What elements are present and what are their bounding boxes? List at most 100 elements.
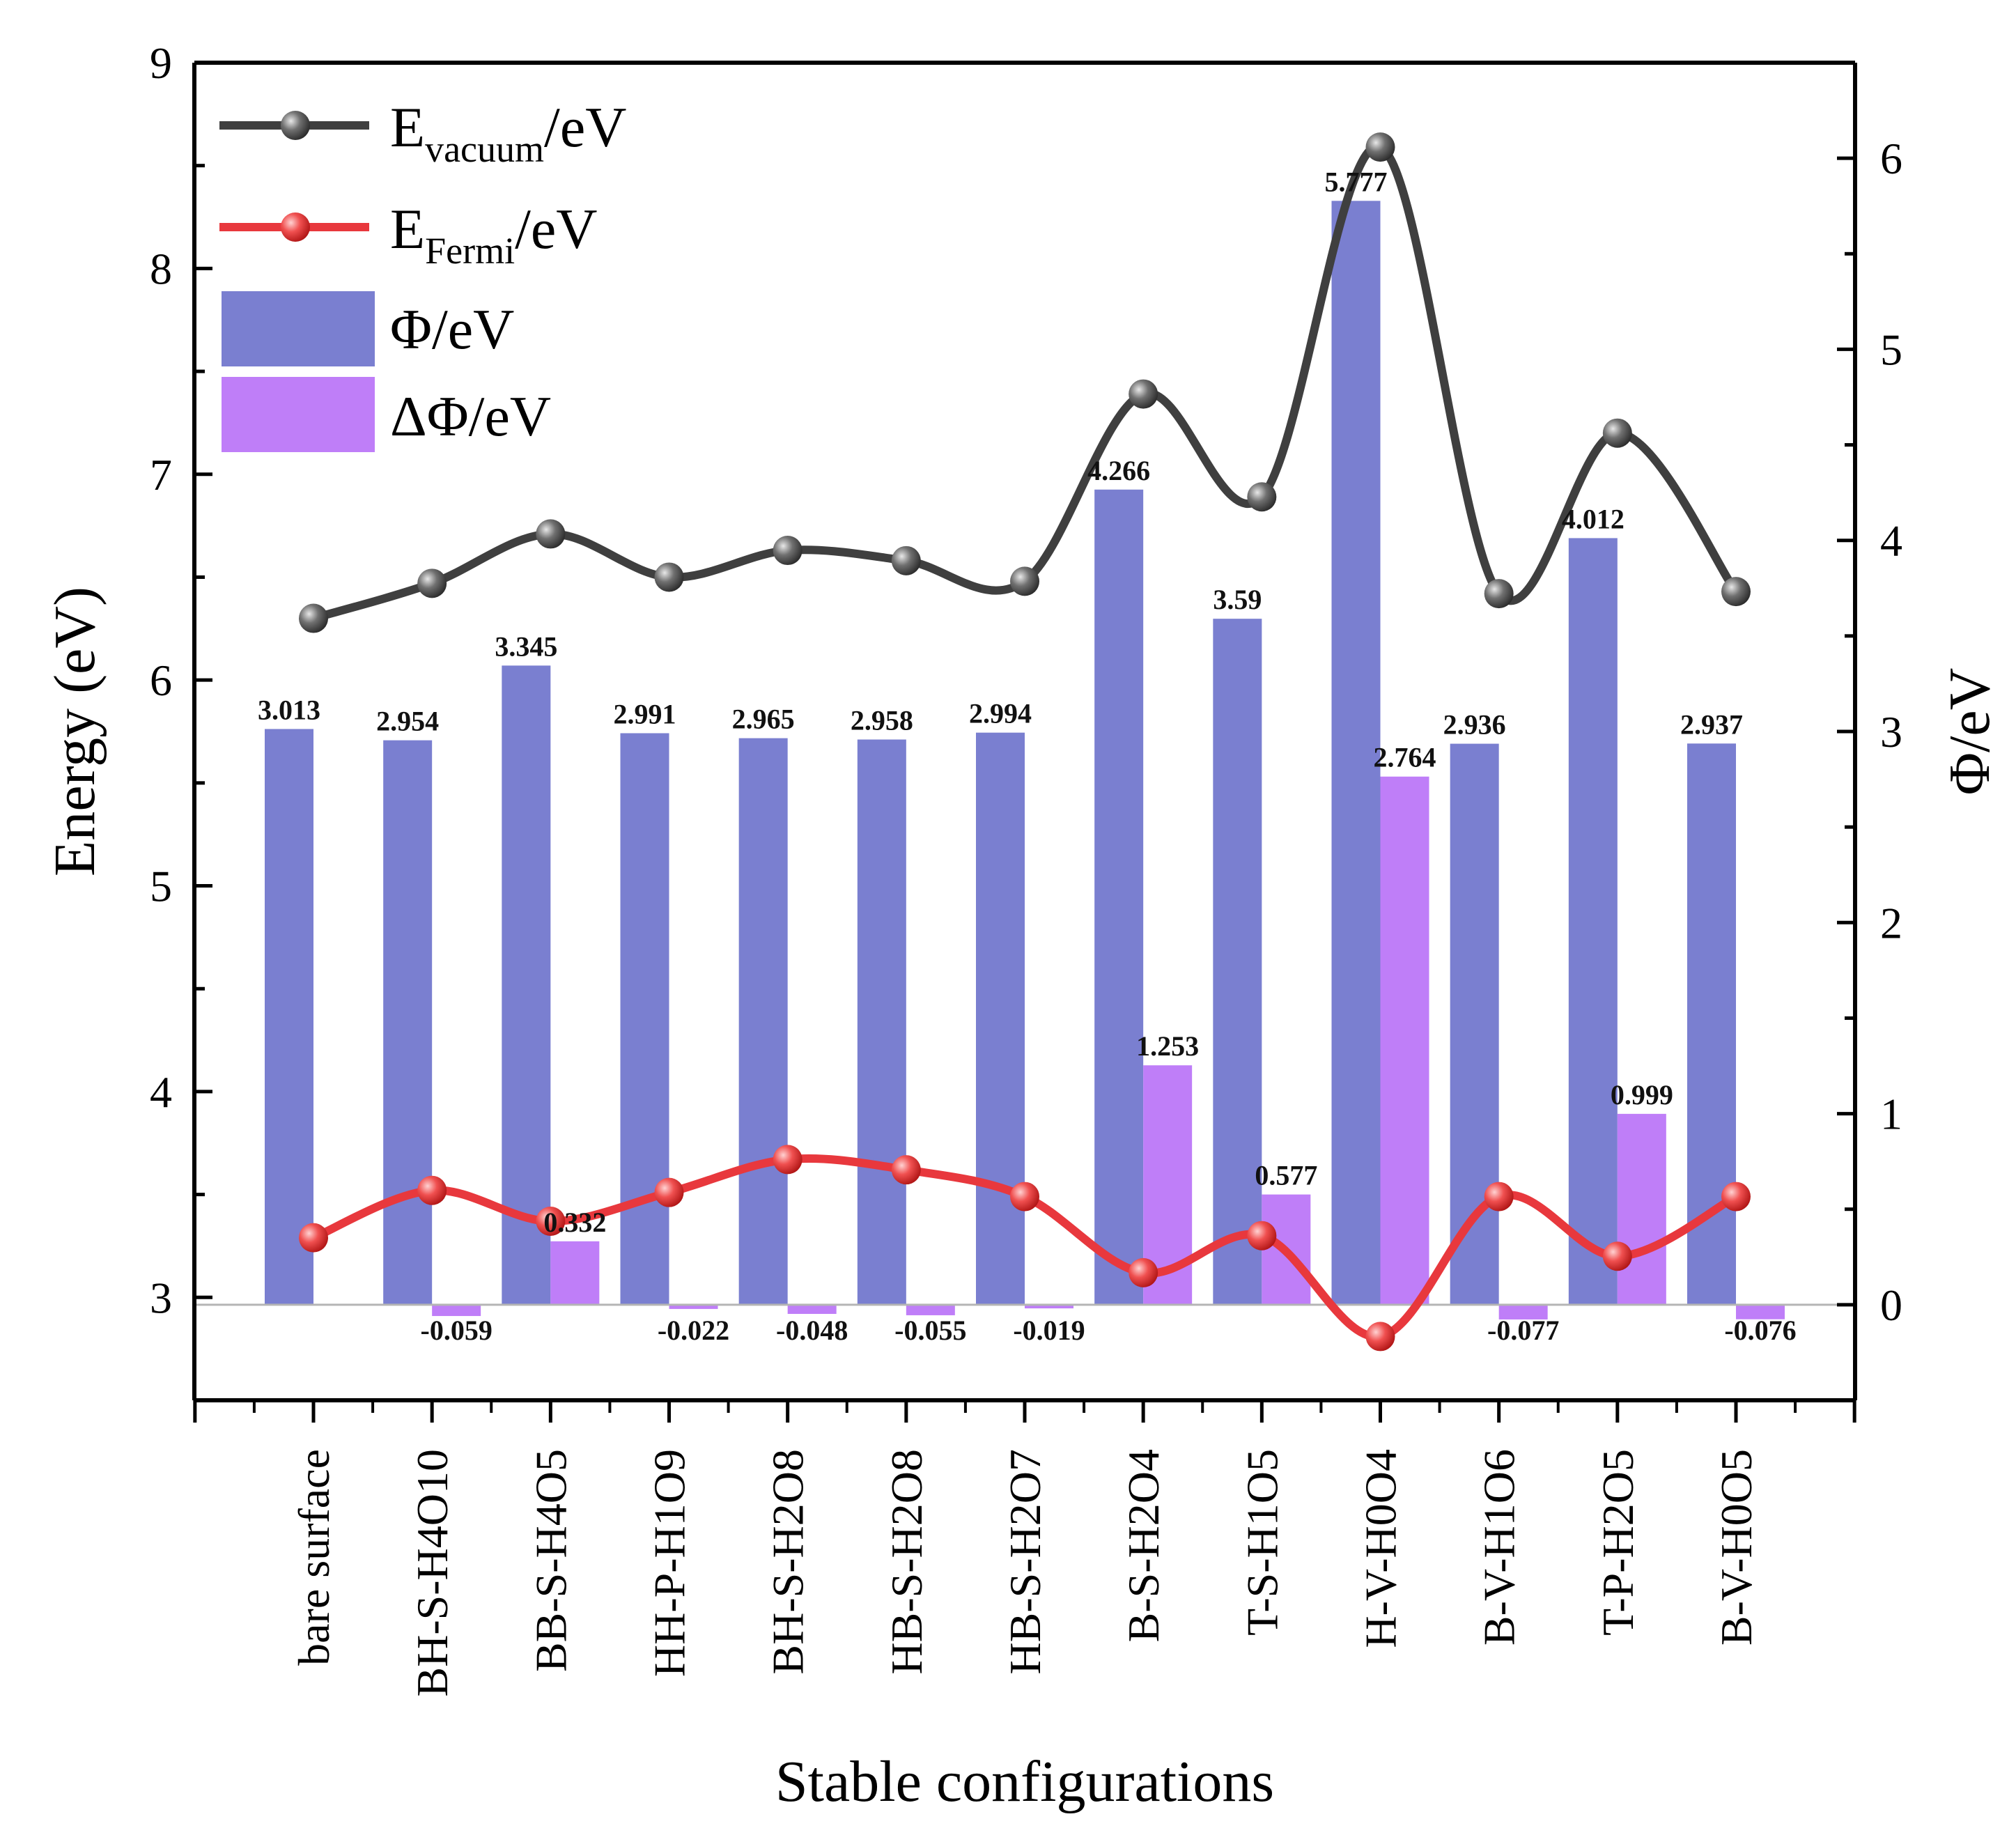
fermi-point [654,1177,684,1207]
dphi-bar [1498,1304,1548,1319]
legend-phi-swatch [222,291,375,366]
fermi-point [773,1145,802,1175]
phi-data-label: 3.013 [258,694,320,725]
dphi-data-label: -0.076 [1724,1315,1796,1346]
left-tick-label: 4 [150,1067,172,1117]
right-tick-label: 1 [1880,1090,1902,1139]
vacuum-point [299,603,328,633]
phi-bar [1094,489,1144,1305]
legend-fermi-label: EFermi/eV [390,197,598,272]
category-label: T-S-H1O5 [1237,1449,1287,1636]
vacuum-point [654,562,684,592]
dphi-data-label: 0.577 [1255,1160,1317,1191]
category-label: HB-S-H2O7 [1000,1449,1050,1675]
category-label: B-V-H0O5 [1712,1449,1761,1646]
fermi-point [1602,1241,1632,1271]
vacuum-point [773,536,802,566]
category-label: HH-P-H1O9 [645,1449,695,1677]
category-label: H-V-H0O4 [1356,1449,1406,1648]
legend-dphi-swatch [222,377,375,452]
fermi-point [1129,1257,1158,1287]
dphi-data-label: -0.022 [658,1315,729,1346]
phi-data-label: 2.954 [376,706,439,737]
phi-data-label: 5.777 [1325,166,1388,197]
category-label: bare surface [289,1449,339,1666]
legend-fermi-marker [281,212,310,242]
vacuum-point [891,545,921,575]
right-tick-label: 2 [1880,898,1902,947]
dphi-bar [550,1241,600,1305]
left-tick-label: 9 [150,38,172,88]
phi-data-label: 2.936 [1443,709,1506,741]
category-label: HB-S-H2O8 [882,1449,931,1675]
right-tick-label: 0 [1880,1280,1902,1330]
legend-phi-label: Φ/eV [390,297,514,361]
fermi-point [1010,1182,1039,1211]
phi-data-label: 2.994 [969,698,1032,729]
vacuum-point [1010,566,1039,596]
dphi-data-label: 1.253 [1136,1030,1199,1062]
vacuum-point [1129,379,1158,409]
category-label: BH-S-H4O10 [408,1449,457,1697]
phi-bar [265,729,313,1305]
phi-data-label: 2.937 [1680,709,1743,740]
category-label: B-V-H1O6 [1475,1449,1524,1646]
fermi-point [299,1223,328,1253]
right-axis-title: Φ/eV [1937,668,2002,796]
left-tick-label: 5 [150,862,172,911]
dphi-data-label: -0.059 [421,1315,493,1346]
category-label: BH-S-H2O8 [763,1449,813,1675]
category-label: B-S-H2O4 [1119,1449,1168,1642]
legend-vacuum-marker [281,111,310,140]
vacuum-point [1602,418,1632,448]
vacuum-point [1365,132,1395,162]
phi-data-label: 3.345 [495,630,557,662]
legend-dphi-label: ΔΦ/eV [390,385,551,448]
dphi-data-label: 2.764 [1374,742,1436,773]
phi-data-label: 2.965 [732,704,795,735]
fermi-point [891,1155,921,1185]
phi-data-label: 3.59 [1213,584,1262,615]
phi-bar [502,665,551,1305]
legend-vacuum-label: Evacuum/eV [390,95,626,170]
left-tick-label: 7 [150,450,172,500]
right-tick-label: 6 [1880,134,1902,183]
bars-layer [265,201,1785,1319]
phi-bar [857,739,906,1305]
phi-bar [976,732,1025,1305]
fermi-point [1365,1322,1395,1352]
dphi-bar [1380,776,1429,1305]
fermi-point [1484,1182,1514,1211]
vacuum-point [1721,577,1751,607]
vacuum-point [1247,482,1277,512]
fermi-point [417,1175,447,1205]
phi-data-label: 2.991 [614,698,676,729]
fermi-point [1247,1221,1277,1251]
phi-bar [738,738,788,1305]
dphi-data-label: -0.077 [1487,1315,1559,1346]
dphi-data-label: 0.999 [1611,1079,1673,1110]
dphi-data-label: -0.055 [894,1315,966,1346]
vacuum-point [417,568,447,598]
left-tick-label: 3 [150,1273,172,1322]
dphi-bar [432,1304,481,1317]
right-tick-label: 5 [1880,325,1902,374]
dphi-bar [787,1304,837,1315]
legend: Evacuum/eV EFermi/eV Φ/eV ΔΦ/eV [219,95,626,452]
phi-data-label: 2.958 [851,705,913,736]
dphi-data-label: -0.048 [776,1315,848,1346]
category-label: BB-S-H4O5 [526,1449,575,1672]
phi-data-label: 4.012 [1562,503,1625,534]
vacuum-point [1484,579,1514,609]
category-label: T-P-H2O5 [1593,1449,1643,1636]
phi-bar [620,733,669,1305]
dphi-bar [1736,1304,1785,1319]
phi-bar [1568,538,1618,1305]
fermi-point [1721,1182,1751,1211]
left-axis-title: Energy (eV) [42,587,107,876]
dphi-bar [906,1304,955,1315]
legend-item-phi: Φ/eV [222,291,514,366]
dphi-data-label: 0.332 [543,1207,606,1238]
x-axis-title: Stable configurations [775,1749,1274,1814]
left-tick-label: 6 [150,656,172,705]
